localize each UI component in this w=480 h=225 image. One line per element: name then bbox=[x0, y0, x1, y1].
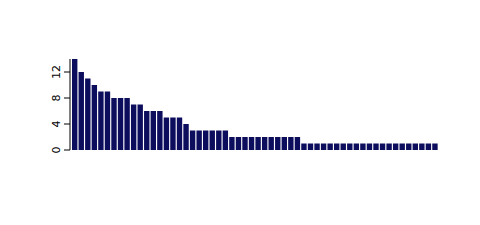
bar bbox=[393, 144, 398, 151]
bar bbox=[242, 137, 247, 150]
bar bbox=[301, 144, 306, 151]
bar bbox=[255, 137, 260, 150]
bar bbox=[138, 105, 143, 151]
bar bbox=[124, 98, 129, 150]
bar bbox=[216, 131, 221, 151]
bar bbox=[210, 131, 215, 151]
y-tick-label: 8 bbox=[50, 95, 63, 102]
bar bbox=[314, 144, 319, 151]
bar bbox=[354, 144, 359, 151]
y-tick-label: 0 bbox=[50, 147, 63, 154]
bar bbox=[164, 118, 169, 151]
bar bbox=[341, 144, 346, 151]
bar bbox=[236, 137, 241, 150]
bar bbox=[79, 72, 84, 150]
bar bbox=[92, 85, 97, 150]
y-tick-label: 4 bbox=[50, 121, 63, 128]
bar bbox=[360, 144, 365, 151]
bar bbox=[373, 144, 378, 151]
bar bbox=[190, 131, 195, 151]
bar bbox=[183, 124, 188, 150]
bar bbox=[85, 79, 90, 151]
bar bbox=[269, 137, 274, 150]
bar bbox=[98, 92, 103, 151]
bar bbox=[288, 137, 293, 150]
bar bbox=[282, 137, 287, 150]
bar bbox=[196, 131, 201, 151]
bar bbox=[105, 92, 110, 151]
bar bbox=[249, 137, 254, 150]
y-tick bbox=[64, 150, 70, 151]
bar bbox=[406, 144, 411, 151]
bar bbox=[321, 144, 326, 151]
y-tick bbox=[64, 98, 70, 99]
chart: 0 4 8 12 bbox=[0, 0, 480, 225]
bar bbox=[347, 144, 352, 151]
bar bbox=[308, 144, 313, 151]
bar bbox=[203, 131, 208, 151]
bar bbox=[144, 111, 149, 150]
bar bbox=[413, 144, 418, 151]
bar bbox=[380, 144, 385, 151]
bar bbox=[262, 137, 267, 150]
bar bbox=[72, 59, 77, 150]
y-tick bbox=[64, 72, 70, 73]
bar bbox=[118, 98, 123, 150]
bar bbox=[327, 144, 332, 151]
bar bbox=[432, 144, 437, 151]
bar bbox=[386, 144, 391, 151]
bar bbox=[177, 118, 182, 151]
y-tick-label: 12 bbox=[50, 65, 63, 79]
bar bbox=[419, 144, 424, 151]
bar bbox=[223, 131, 228, 151]
bar bbox=[131, 105, 136, 151]
bar bbox=[367, 144, 372, 151]
bar bbox=[400, 144, 405, 151]
y-axis-line bbox=[70, 59, 71, 150]
bar bbox=[334, 144, 339, 151]
y-tick bbox=[64, 124, 70, 125]
bar bbox=[229, 137, 234, 150]
bar bbox=[111, 98, 116, 150]
bar bbox=[151, 111, 156, 150]
bar bbox=[426, 144, 431, 151]
bar bbox=[275, 137, 280, 150]
bar bbox=[157, 111, 162, 150]
bar bbox=[295, 137, 300, 150]
bar bbox=[170, 118, 175, 151]
bars bbox=[72, 59, 438, 150]
